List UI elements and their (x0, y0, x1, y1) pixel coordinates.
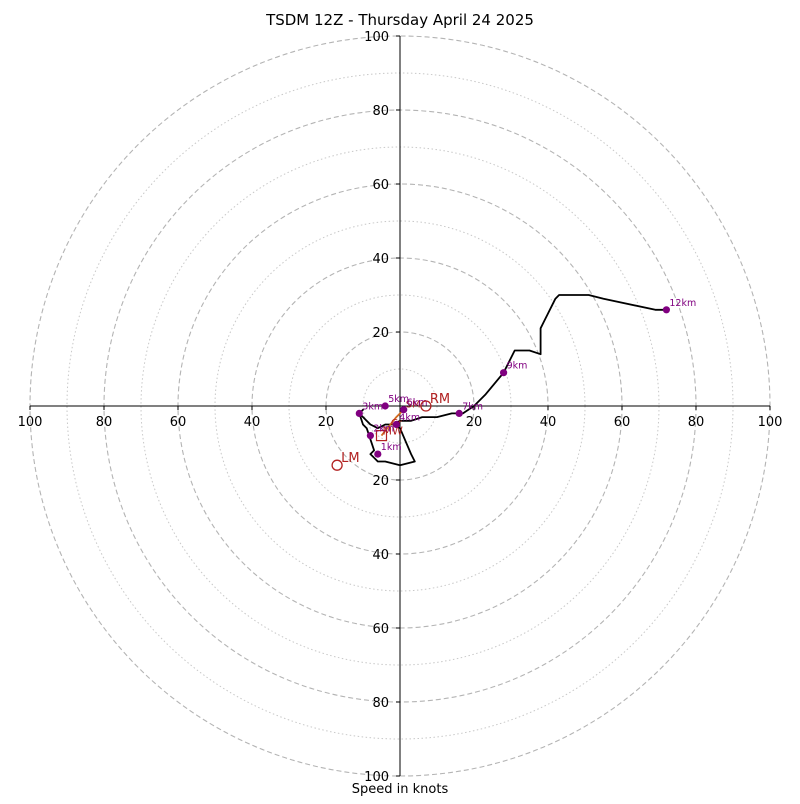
height-marker-3km (355, 409, 363, 417)
height-label: 6km (407, 398, 428, 409)
height-marker-2km (366, 432, 374, 440)
x-tick-label: 100 (18, 415, 43, 430)
y-tick-label: 80 (372, 104, 389, 119)
x-tick-label: 100 (758, 415, 783, 430)
height-label: 9km (507, 361, 528, 372)
y-tick-label: 40 (372, 548, 389, 563)
x-tick-label: 20 (466, 415, 483, 430)
y-tick-label: 20 (372, 474, 389, 489)
y-tick-label: 100 (364, 770, 389, 785)
y-tick-label: 20 (372, 326, 389, 341)
height-label: 2km (373, 424, 394, 435)
lm-marker (331, 459, 343, 471)
x-tick-label: 60 (614, 415, 631, 430)
x-tick-label: 40 (540, 415, 557, 430)
y-tick-label: 60 (372, 178, 389, 193)
x-tick-label: 40 (244, 415, 261, 430)
x-tick-label: 80 (96, 415, 113, 430)
x-tick-label: 60 (170, 415, 187, 430)
x-axis-label: Speed in knots (351, 782, 449, 797)
axis-layer: 100 100 80 80 60 60 40 40 20 20 20 20 40 40 60 60 80 80 10… (18, 30, 783, 785)
x-tick-label: 80 (688, 415, 705, 430)
y-tick-label: 60 (372, 622, 389, 637)
mean-wind-marker (375, 430, 388, 442)
y-tick-label: 100 (364, 30, 389, 45)
height-label: 12km (669, 298, 696, 309)
height-marker-7km (455, 409, 463, 417)
x-tick-label: 20 (318, 415, 335, 430)
height-marker-6km (400, 406, 408, 414)
data-layer: MWCrSM1km2km3km4km5km6km7km9km12kmRMLM (331, 294, 696, 471)
height-marker-1km (374, 450, 382, 458)
height-label: 1km (381, 442, 402, 453)
hodograph-loop-line (373, 423, 416, 467)
rm-label: RM (430, 392, 450, 407)
height-marker-5km (381, 402, 389, 410)
height-label: 3km (362, 401, 383, 412)
storm-label: SM (406, 400, 421, 411)
height-label: 5km (388, 394, 409, 405)
rm-marker (420, 400, 432, 412)
lm-label: LM (341, 451, 359, 466)
height-label: 4km (399, 413, 420, 424)
height-marker-12km (662, 306, 671, 314)
mean-wind-label: MW (383, 425, 403, 438)
height-label: 7km (462, 401, 483, 412)
chart-title: TSDM 12Z - Thursday April 24 2025 (266, 11, 534, 29)
y-tick-label: 40 (372, 252, 389, 267)
y-tick-label: 80 (372, 696, 389, 711)
height-marker-9km (500, 369, 508, 377)
height-marker-4km (392, 420, 400, 429)
